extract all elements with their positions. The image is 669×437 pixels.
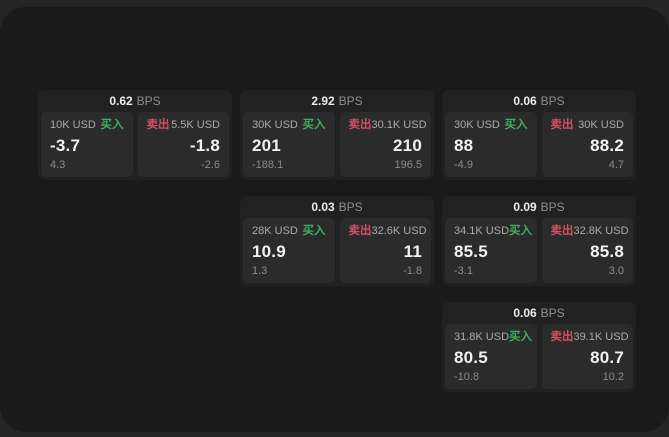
sell-amount: 39.1K USD (573, 331, 629, 343)
card-bps-header: 2.92 BPS (240, 90, 434, 112)
sell-panel[interactable]: 卖出 5.5K USD -1.8 -2.6 (137, 112, 229, 177)
sell-value: 11 (403, 242, 422, 261)
bps-value: 2.92 (311, 94, 335, 108)
buy-sub-value: -10.8 (454, 371, 480, 383)
buy-amount: 31.8K USD (454, 331, 510, 343)
sell-panel[interactable]: 卖出 30K USD 88.2 4.7 (541, 112, 633, 177)
buy-value: 10.9 (252, 242, 286, 261)
bps-value: 0.03 (311, 200, 335, 214)
sell-label: 卖出 (550, 225, 574, 237)
bps-unit: BPS (338, 94, 363, 108)
buy-panel[interactable]: 28K USD 买入 10.9 1.3 (243, 218, 335, 283)
trade-card: 0.03 BPS 28K USD 买入 10.9 1.3 卖出 32.6K USD (240, 196, 434, 286)
bps-unit: BPS (540, 200, 565, 214)
buy-label: 买入 (100, 119, 124, 131)
buy-label: 买入 (504, 119, 528, 131)
sell-sub-value: 196.5 (394, 159, 422, 171)
app-panel: 0.62 BPS 10K USD 买入 -3.7 4.3 卖出 5.5K USD (0, 7, 669, 432)
sell-amount: 30K USD (578, 119, 624, 131)
buy-value: -3.7 (50, 136, 81, 155)
bps-unit: BPS (540, 306, 565, 320)
buy-panel[interactable]: 30K USD 买入 88 -4.9 (445, 112, 537, 177)
bps-unit: BPS (136, 94, 161, 108)
buy-sub-value: -188.1 (252, 159, 284, 171)
buy-amount: 30K USD (454, 119, 500, 131)
card-bps-header: 0.62 BPS (38, 90, 232, 112)
buy-amount: 10K USD (50, 119, 96, 131)
buy-label: 买入 (302, 225, 326, 237)
buy-panel[interactable]: 34.1K USD 买入 85.5 -3.1 (445, 218, 537, 283)
sell-panel[interactable]: 卖出 39.1K USD 80.7 10.2 (541, 324, 633, 389)
sell-panel[interactable]: 卖出 30.1K USD 210 196.5 (339, 112, 431, 177)
sell-panel[interactable]: 卖出 32.8K USD 85.8 3.0 (541, 218, 633, 283)
buy-amount: 34.1K USD (454, 225, 510, 237)
buy-amount: 30K USD (252, 119, 298, 131)
sell-amount: 32.8K USD (573, 225, 629, 237)
trade-card: 0.06 BPS 30K USD 买入 88 -4.9 卖出 30K USD (442, 90, 636, 180)
buy-value: 85.5 (454, 242, 488, 261)
buy-value: 80.5 (454, 348, 488, 367)
card-bps-header: 0.09 BPS (442, 196, 636, 218)
sell-sub-value: -2.6 (201, 159, 220, 171)
sell-sub-value: 3.0 (608, 265, 624, 277)
sell-value: 85.8 (590, 242, 624, 261)
sell-value: 80.7 (590, 348, 624, 367)
buy-sub-value: 1.3 (252, 265, 268, 277)
sell-sub-value: 4.7 (608, 159, 624, 171)
card-bps-header: 0.03 BPS (240, 196, 434, 218)
bps-value: 0.62 (109, 94, 133, 108)
card-bps-header: 0.06 BPS (442, 302, 636, 324)
sell-label: 卖出 (550, 119, 574, 131)
buy-sub-value: -4.9 (454, 159, 473, 171)
buy-label: 买入 (509, 225, 533, 237)
bps-unit: BPS (338, 200, 363, 214)
sell-label: 卖出 (348, 225, 372, 237)
sell-panel[interactable]: 卖出 32.6K USD 11 -1.8 (339, 218, 431, 283)
card-bps-header: 0.06 BPS (442, 90, 636, 112)
buy-panel[interactable]: 30K USD 买入 201 -188.1 (243, 112, 335, 177)
sell-value: 88.2 (590, 136, 624, 155)
sell-value: -1.8 (189, 136, 220, 155)
bps-value: 0.06 (513, 94, 537, 108)
trade-card: 2.92 BPS 30K USD 买入 201 -188.1 卖出 30.1K U… (240, 90, 434, 180)
trade-card: 0.09 BPS 34.1K USD 买入 85.5 -3.1 卖出 32.8K … (442, 196, 636, 286)
buy-sub-value: -3.1 (454, 265, 473, 277)
trade-card: 0.06 BPS 31.8K USD 买入 80.5 -10.8 卖出 39.1K… (442, 302, 636, 392)
buy-value: 88 (454, 136, 474, 155)
buy-amount: 28K USD (252, 225, 298, 237)
sell-value: 210 (393, 136, 422, 155)
sell-amount: 30.1K USD (371, 119, 427, 131)
sell-sub-value: 10.2 (602, 371, 624, 383)
buy-value: 201 (252, 136, 281, 155)
buy-panel[interactable]: 31.8K USD 买入 80.5 -10.8 (445, 324, 537, 389)
bps-value: 0.06 (513, 306, 537, 320)
sell-amount: 32.6K USD (371, 225, 427, 237)
sell-sub-value: -1.8 (403, 265, 422, 277)
buy-panel[interactable]: 10K USD 买入 -3.7 4.3 (41, 112, 133, 177)
cards-grid: 0.62 BPS 10K USD 买入 -3.7 4.3 卖出 5.5K USD (38, 90, 636, 392)
buy-label: 买入 (302, 119, 326, 131)
buy-label: 买入 (509, 331, 533, 343)
sell-amount: 5.5K USD (171, 119, 220, 131)
sell-label: 卖出 (146, 119, 170, 131)
bps-value: 0.09 (513, 200, 537, 214)
trade-card: 0.62 BPS 10K USD 买入 -3.7 4.3 卖出 5.5K USD (38, 90, 232, 180)
sell-label: 卖出 (348, 119, 372, 131)
buy-sub-value: 4.3 (50, 159, 66, 171)
sell-label: 卖出 (550, 331, 574, 343)
bps-unit: BPS (540, 94, 565, 108)
